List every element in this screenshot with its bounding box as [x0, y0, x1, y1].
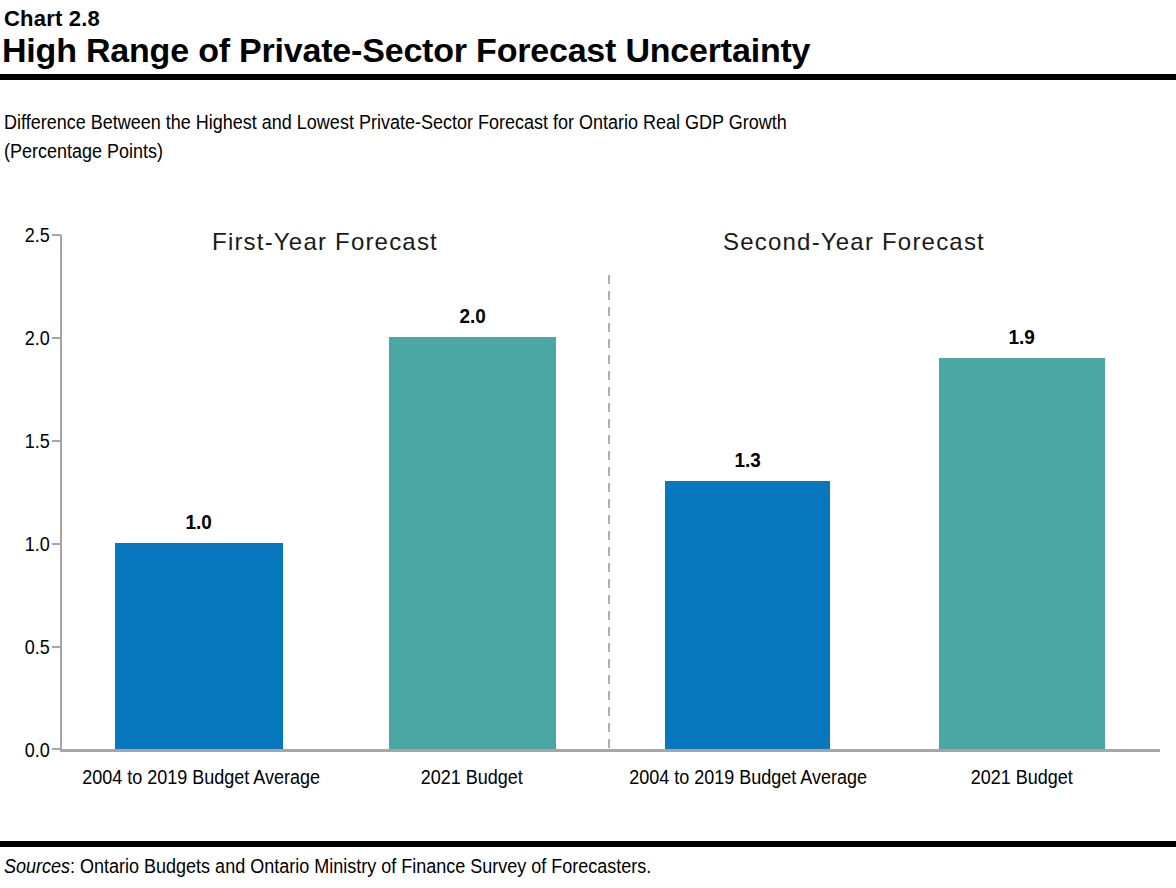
- chart-subtitle-text-1: Difference Between the Highest and Lowes…: [4, 111, 787, 134]
- y-axis-label-text: 0.0: [25, 739, 50, 761]
- bar-column-first-year-2021: 2.0: [389, 304, 556, 749]
- x-category-text: 2004 to 2019 Budget Average: [629, 766, 867, 789]
- y-axis-label-text: 1.5: [25, 430, 50, 452]
- y-axis-tick: [52, 543, 61, 545]
- chart-subtitle-text-2: (Percentage Points): [4, 140, 163, 163]
- bar-first-year-average: [115, 543, 283, 749]
- sources-label: Sources: [4, 855, 70, 877]
- bar-value-label: 1.9: [1007, 325, 1036, 349]
- x-category-label: 2004 to 2019 Budget Average: [616, 766, 876, 790]
- group-title-first-year: First-Year Forecast: [125, 228, 525, 256]
- bar-first-year-2021: [389, 337, 556, 749]
- group-divider-dashed-line: [608, 275, 610, 749]
- y-axis-tick: [52, 234, 61, 236]
- y-axis-label-text: 2.0: [25, 327, 50, 349]
- bar-column-first-year-average: 1.0: [115, 510, 283, 749]
- y-axis-label-text: 0.5: [25, 636, 50, 658]
- x-category-text: 2021 Budget: [971, 766, 1073, 789]
- x-category-text: 2021 Budget: [421, 766, 523, 789]
- x-category-label: 2021 Budget: [342, 766, 602, 790]
- y-axis-label: 0.5: [0, 636, 50, 658]
- x-category-label: 2021 Budget: [892, 766, 1152, 790]
- x-category-text: 2004 to 2019 Budget Average: [82, 766, 320, 789]
- y-axis-tick: [52, 440, 61, 442]
- title-divider-rule: [0, 74, 1176, 80]
- y-axis-label: 2.5: [0, 224, 50, 246]
- y-axis-tick: [52, 337, 61, 339]
- bar-value-text: 1.0: [186, 510, 212, 534]
- footer-divider-rule: [0, 841, 1176, 847]
- bar-value-label: 1.3: [733, 448, 762, 472]
- sources-text-wrap: Sources: Ontario Budgets and Ontario Min…: [4, 855, 651, 878]
- y-axis-spine: [60, 235, 62, 752]
- bar-value-text: 1.3: [734, 448, 760, 472]
- y-axis-label: 2.0: [0, 327, 50, 349]
- chart-number: Chart 2.8: [4, 6, 100, 32]
- y-axis-label-text: 1.0: [25, 533, 50, 555]
- page-title: High Range of Private-Sector Forecast Un…: [2, 31, 810, 70]
- y-axis-label: 1.5: [0, 430, 50, 452]
- bar-second-year-average: [665, 481, 830, 749]
- chart-page: Chart 2.8 High Range of Private-Sector F…: [0, 0, 1176, 888]
- chart-subtitle-line-2: (Percentage Points): [4, 140, 181, 163]
- y-axis-label: 0.0: [0, 739, 50, 761]
- y-axis-tick: [52, 646, 61, 648]
- bar-column-second-year-2021: 1.9: [939, 325, 1105, 749]
- bar-second-year-2021: [939, 358, 1105, 749]
- chart-subtitle-line-1: Difference Between the Highest and Lowes…: [4, 111, 874, 134]
- sources-rest: : Ontario Budgets and Ontario Ministry o…: [70, 855, 651, 877]
- bar-value-label: 1.0: [184, 510, 213, 534]
- bar-value-text: 2.0: [459, 304, 485, 328]
- x-axis-line: [60, 749, 1160, 752]
- bar-value-text: 1.9: [1009, 325, 1035, 349]
- y-axis-label: 1.0: [0, 533, 50, 555]
- bar-column-second-year-average: 1.3: [665, 448, 830, 749]
- bar-value-label: 2.0: [458, 304, 487, 328]
- x-category-label: 2004 to 2019 Budget Average: [69, 766, 329, 790]
- group-title-second-year: Second-Year Forecast: [654, 228, 1054, 256]
- y-axis-label-text: 2.5: [25, 224, 50, 246]
- sources-line: Sources: Ontario Budgets and Ontario Min…: [4, 855, 723, 878]
